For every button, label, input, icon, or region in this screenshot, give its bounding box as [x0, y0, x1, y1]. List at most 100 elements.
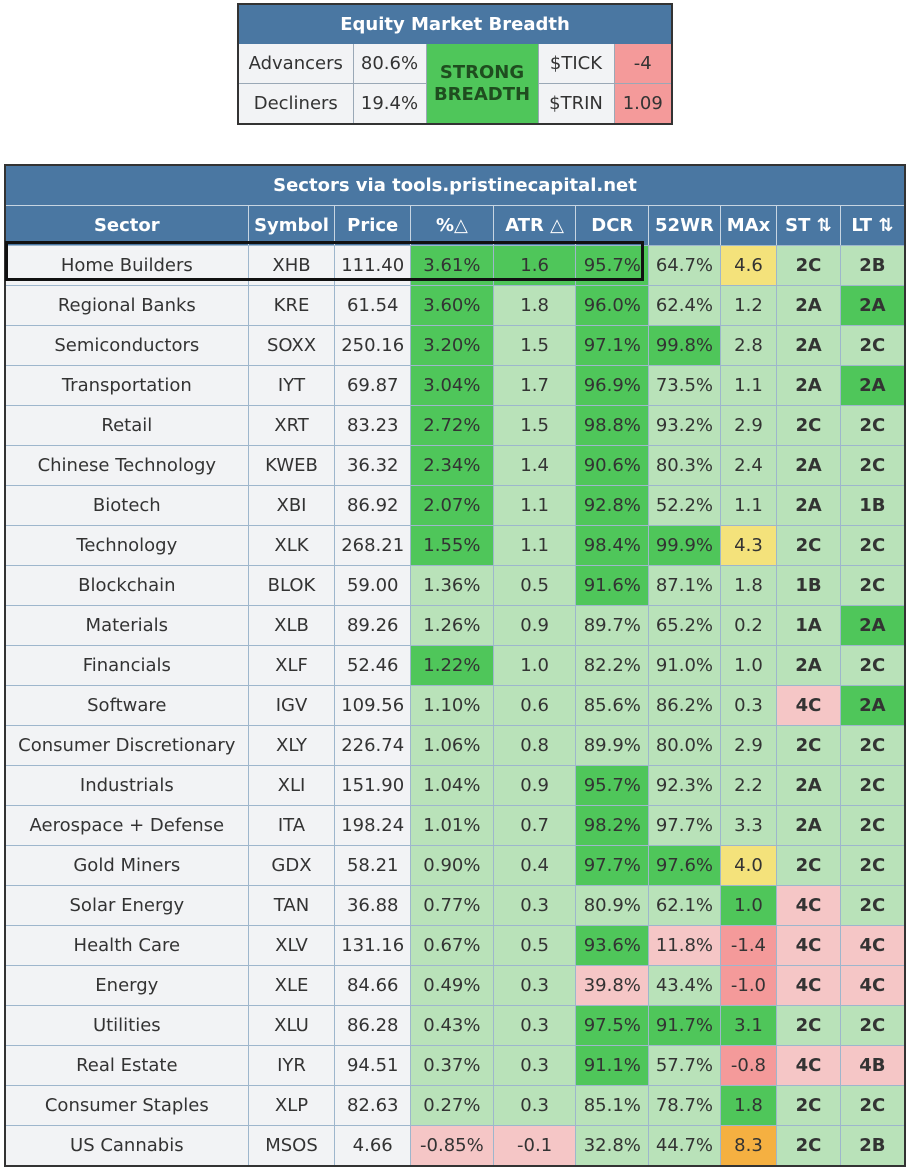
- breadth-status-line1: STRONG: [439, 61, 525, 83]
- symbol-cell: XLV: [247, 925, 336, 966]
- 52wr-cell: 80.3%: [648, 445, 721, 486]
- price-cell: 226.74: [334, 725, 412, 766]
- pct-change-cell: 1.26%: [410, 605, 494, 646]
- atr-change-cell: 0.4: [492, 845, 577, 886]
- symbol-cell: XLF: [247, 645, 336, 686]
- dcr-cell: 98.8%: [575, 405, 650, 446]
- max-cell: 2.9: [719, 405, 778, 446]
- max-cell: 0.2: [719, 605, 778, 646]
- atr-change-cell: 1.5: [492, 405, 577, 446]
- atr-change-cell: 0.3: [492, 1085, 577, 1126]
- col-header-sector[interactable]: Sector: [4, 205, 249, 246]
- max-cell: -1.4: [719, 925, 778, 966]
- price-cell: 198.24: [334, 805, 412, 846]
- sector-name-cell: Transportation: [4, 365, 249, 406]
- symbol-cell: XLY: [247, 725, 336, 766]
- trin-value: 1.09: [613, 83, 673, 125]
- price-cell: 4.66: [334, 1125, 412, 1167]
- price-cell: 52.46: [334, 645, 412, 686]
- atr-change-cell: 1.6: [492, 245, 577, 286]
- col-header-dcr[interactable]: DCR: [575, 205, 650, 246]
- lt-rating-cell: 2C: [839, 1085, 906, 1126]
- col-header-lt-sort[interactable]: LT ⇅: [839, 205, 906, 246]
- sector-name-cell: Financials: [4, 645, 249, 686]
- col-header-st-sort[interactable]: ST ⇅: [776, 205, 841, 246]
- decliners-value: 19.4%: [352, 83, 427, 125]
- atr-change-cell: 1.0: [492, 645, 577, 686]
- lt-rating-cell: 2C: [839, 1005, 906, 1046]
- table-row: Blockchain BLOK 59.00 1.36% 0.5 91.6% 87.1% 1.8…: [4, 565, 906, 606]
- lt-rating-cell: 2C: [839, 885, 906, 926]
- 52wr-cell: 73.5%: [648, 365, 721, 406]
- max-cell: -1.0: [719, 965, 778, 1006]
- price-cell: 250.16: [334, 325, 412, 366]
- lt-rating-cell: 2C: [839, 325, 906, 366]
- table-row: Solar Energy TAN 36.88 0.77% 0.3 80.9% 62.1% 1.…: [4, 885, 906, 926]
- pct-change-cell: 1.06%: [410, 725, 494, 766]
- col-header-pct-change[interactable]: %△: [410, 205, 494, 246]
- max-cell: -0.8: [719, 1045, 778, 1086]
- atr-change-cell: 0.7: [492, 805, 577, 846]
- st-rating-cell: 4C: [776, 885, 841, 926]
- dcr-cell: 89.9%: [575, 725, 650, 766]
- symbol-cell: TAN: [247, 885, 336, 926]
- st-rating-cell: 4C: [776, 685, 841, 726]
- symbol-cell: ITA: [247, 805, 336, 846]
- atr-change-cell: 1.5: [492, 325, 577, 366]
- dcr-cell: 97.5%: [575, 1005, 650, 1046]
- sector-name-cell: Software: [4, 685, 249, 726]
- pct-change-cell: 0.27%: [410, 1085, 494, 1126]
- sector-name-cell: Chinese Technology: [4, 445, 249, 486]
- symbol-cell: XLE: [247, 965, 336, 1006]
- max-cell: 2.9: [719, 725, 778, 766]
- atr-change-cell: -0.1: [492, 1125, 577, 1167]
- 52wr-cell: 97.6%: [648, 845, 721, 886]
- dcr-cell: 82.2%: [575, 645, 650, 686]
- st-rating-cell: 2C: [776, 525, 841, 566]
- lt-rating-cell: 2A: [839, 365, 906, 406]
- col-header-max[interactable]: MAx: [719, 205, 778, 246]
- st-rating-cell: 2C: [776, 245, 841, 286]
- sector-name-cell: Retail: [4, 405, 249, 446]
- col-header-atr-change[interactable]: ATR △: [492, 205, 577, 246]
- pct-change-cell: 3.60%: [410, 285, 494, 326]
- advancers-value: 80.6%: [352, 43, 427, 84]
- sector-name-cell: Health Care: [4, 925, 249, 966]
- tick-label: $TICK: [537, 43, 615, 84]
- table-row: Technology XLK 268.21 1.55% 1.1 98.4% 99.9% 4.3…: [4, 525, 906, 566]
- sector-name-cell: Solar Energy: [4, 885, 249, 926]
- table-row: US Cannabis MSOS 4.66 -0.85% -0.1 32.8% 44.7% 8…: [4, 1125, 906, 1167]
- atr-change-cell: 0.9: [492, 765, 577, 806]
- pct-change-cell: 3.61%: [410, 245, 494, 286]
- atr-change-cell: 0.3: [492, 965, 577, 1006]
- 52wr-cell: 92.3%: [648, 765, 721, 806]
- sector-name-cell: US Cannabis: [4, 1125, 249, 1167]
- 52wr-cell: 52.2%: [648, 485, 721, 526]
- st-rating-cell: 1A: [776, 605, 841, 646]
- lt-rating-cell: 2C: [839, 565, 906, 606]
- lt-rating-cell: 2C: [839, 645, 906, 686]
- sector-name-cell: Utilities: [4, 1005, 249, 1046]
- col-header-52wr[interactable]: 52WR: [648, 205, 721, 246]
- price-cell: 268.21: [334, 525, 412, 566]
- dcr-cell: 96.9%: [575, 365, 650, 406]
- price-cell: 61.54: [334, 285, 412, 326]
- atr-change-cell: 0.9: [492, 605, 577, 646]
- 52wr-cell: 91.0%: [648, 645, 721, 686]
- max-cell: 8.3: [719, 1125, 778, 1167]
- atr-change-cell: 0.5: [492, 565, 577, 606]
- sector-name-cell: Regional Banks: [4, 285, 249, 326]
- breadth-status-line2: BREADTH: [433, 83, 531, 105]
- sector-name-cell: Industrials: [4, 765, 249, 806]
- col-header-price[interactable]: Price: [334, 205, 412, 246]
- price-cell: 84.66: [334, 965, 412, 1006]
- col-header-symbol[interactable]: Symbol: [247, 205, 336, 246]
- max-cell: 4.3: [719, 525, 778, 566]
- decliners-label: Decliners: [237, 83, 354, 125]
- price-cell: 58.21: [334, 845, 412, 886]
- table-row: Real Estate IYR 94.51 0.37% 0.3 91.1% 57.7% -0.…: [4, 1045, 906, 1086]
- lt-rating-cell: 2C: [839, 405, 906, 446]
- symbol-cell: KRE: [247, 285, 336, 326]
- market-breadth-panel: Equity Market Breadth Advancers 80.6% ST…: [237, 3, 674, 125]
- breadth-title: Equity Market Breadth: [237, 3, 673, 44]
